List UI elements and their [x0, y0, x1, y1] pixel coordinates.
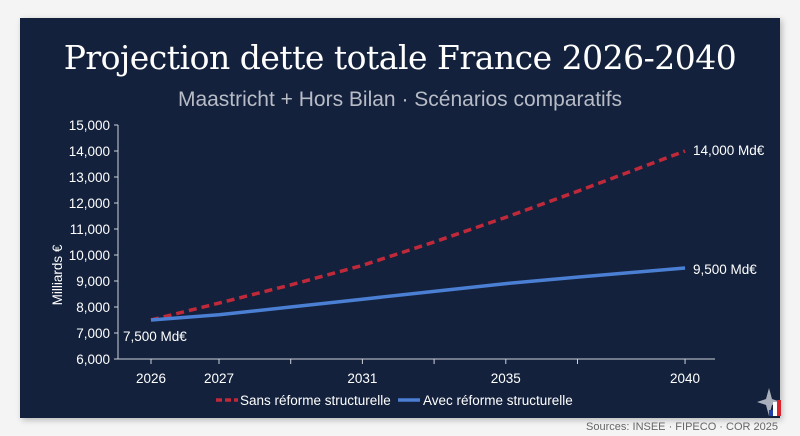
x-tick-label: 2035 [491, 371, 521, 386]
y-tick-label: 13,000 [69, 170, 110, 185]
series-line-avec-reforme [150, 266, 686, 322]
y-tick-label: 12,000 [69, 196, 110, 211]
y-tick-label: 15,000 [69, 118, 110, 133]
y-tick-label: 11,000 [70, 222, 110, 237]
chart-title: Projection dette totale France 2026-2040 [63, 38, 737, 77]
y-tick-label: 10,000 [69, 248, 110, 263]
x-tick-label: 2026 [136, 371, 166, 386]
legend-label-sans-reforme: Sans réforme structurelle [240, 393, 391, 408]
annotation-avec-reforme-end: 9,500 Md€ [693, 262, 757, 277]
x-tick-label: 2040 [670, 371, 700, 386]
annotation-start: 7,500 Md€ [123, 329, 187, 344]
x-tick-label: 2027 [204, 371, 234, 386]
legend: Sans réforme structurelle Avec réforme s… [216, 393, 573, 408]
y-tick-label: 8,000 [76, 300, 110, 315]
y-tick-label: 6,000 [76, 352, 110, 367]
y-tick-label: 7,000 [76, 326, 110, 341]
y-axis-label: Milliards € [50, 244, 65, 305]
annotation-sans-reforme-end: 14,000 Md€ [693, 143, 765, 158]
x-tick-label: 2031 [347, 371, 377, 386]
sparkle-logo-icon [757, 388, 781, 416]
series-line-sans-reforme [150, 149, 686, 322]
chart-panel [20, 18, 780, 418]
sources-note: Sources: INSEE · FIPECO · COR 2025 [586, 421, 778, 433]
y-tick-label: 14,000 [69, 144, 110, 159]
legend-label-avec-reforme: Avec réforme structurelle [423, 393, 573, 408]
chart-subtitle: Maastricht + Hors Bilan · Scénarios comp… [177, 88, 623, 111]
y-tick-label: 9,000 [76, 274, 110, 289]
